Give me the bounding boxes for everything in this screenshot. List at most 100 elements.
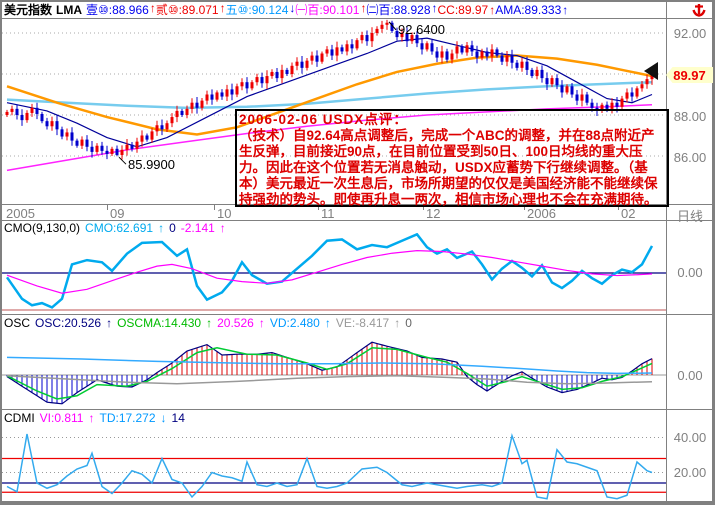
candle-body (585, 94, 589, 103)
ma-mode-label: LMA (56, 2, 83, 17)
candle-body (15, 108, 19, 115)
candle-body (200, 100, 204, 108)
cmo-line-CMO (5, 233, 654, 309)
time-axis-label-2005: 2005 (6, 206, 35, 221)
candle-body (420, 43, 424, 50)
cmo-header-part-2: ↑ (158, 221, 165, 235)
candle-body (455, 46, 459, 54)
candle-body (645, 79, 649, 85)
candle-body (590, 102, 594, 108)
candle-body (530, 69, 534, 77)
candle-body (330, 49, 334, 56)
candle-body (610, 102, 614, 109)
cmo-header: CMO(9,130,0) CMO:62.691 ↑ 0 -2.141 ↑ (4, 221, 226, 235)
candle-body (325, 49, 329, 54)
candle-body (470, 45, 474, 52)
candle-body (210, 94, 214, 100)
frame-top (0, 0, 715, 2)
ma-line-MA50 (6, 54, 653, 136)
candle-body (120, 149, 124, 155)
candle-body (130, 144, 134, 149)
high-price-label: 92.6400 (398, 22, 445, 37)
cmo-header-part-1: CMO:62.691 (85, 221, 154, 235)
osc-header-part-9: VE:-8.417 (335, 316, 390, 330)
candle-body (575, 94, 579, 101)
divider-header (2, 18, 713, 19)
osc-header-part-1: OSC:20.526 (35, 316, 102, 330)
candle-body (515, 62, 519, 68)
low-price-label: 85.9900 (128, 157, 175, 172)
cdmi-line-TD (6, 433, 653, 500)
frame-right (712, 0, 715, 505)
candle-body (70, 132, 74, 141)
ma-value-㈠百: ㈠百:90.101 ↑ (295, 1, 367, 17)
cmo-indicator-plot[interactable] (2, 233, 666, 314)
candle-body (140, 135, 144, 142)
candle-body (380, 24, 384, 29)
candle-body (415, 35, 419, 44)
candle-body (195, 102, 199, 108)
commentary-body: （技术）自92.64高点调整后，完成一个ABC的调整，并在88点附近产生反弹，目… (239, 128, 658, 207)
candle-body (30, 107, 34, 113)
candle-body (525, 61, 529, 70)
candle-body (630, 92, 634, 97)
analyst-commentary-box: 2006-02-06 USDX点评： （技术）自92.64高点调整后，完成一个A… (235, 109, 669, 207)
cmo-line-CMO-signal (6, 250, 653, 294)
osc-indicator-plot[interactable] (2, 331, 666, 409)
candle-body (190, 102, 194, 109)
cdmi-indicator-plot[interactable] (2, 427, 666, 501)
time-axis-tick (107, 205, 108, 210)
divider-mainchart-bottom (2, 204, 713, 205)
cmo-header-part-3: 0 (169, 221, 176, 235)
osc-header-part-8: ↑ (324, 316, 331, 330)
candle-body (640, 84, 644, 89)
candle-body (310, 55, 314, 61)
candle-body (345, 44, 349, 52)
osc-header-part-10: ↑ (394, 316, 401, 330)
current-price-tag: 89.97 (666, 67, 713, 83)
osc-line-OSCMA (6, 347, 653, 400)
candle-body (95, 145, 99, 152)
candle-body (550, 78, 554, 85)
candle-body (275, 71, 279, 79)
latest-bar-marker-icon (644, 62, 658, 80)
osc-header-part-3: OSCMA:14.430 (117, 316, 202, 330)
osc-header: OSC OSC:20.526 ↑ OSCMA:14.430 ↑ 20.526 ↑ VD:2.4… (4, 316, 412, 330)
candle-body (475, 51, 479, 58)
candle-body (620, 98, 624, 107)
candle-body (340, 47, 344, 52)
down-arrow-icon: ↓ (289, 1, 296, 15)
symbol-name: 美元指数 (4, 3, 53, 17)
ma-value-贰⑩: 贰⑩:89.071 ↑ (155, 1, 226, 17)
candle-body (505, 55, 509, 62)
time-axis-label-2006: 2006 (527, 206, 556, 221)
osc-envelope-line (6, 341, 653, 405)
candle-body (135, 141, 139, 149)
candle-body (125, 144, 129, 150)
candle-body (465, 45, 469, 53)
candle-body (440, 51, 444, 58)
ma-value-壹⑩: 壹⑩:88.966 ↑ (86, 1, 156, 17)
candle-body (185, 108, 189, 115)
candle-body (155, 125, 159, 132)
candle-body (265, 76, 269, 84)
period-selector-daily[interactable]: 日线 (676, 209, 703, 224)
candle-body (430, 43, 434, 52)
anchor-icon[interactable] (690, 2, 708, 18)
candle-body (180, 110, 184, 115)
main-candlestick-chart[interactable]: 92.6400 85.9900 (2, 19, 666, 204)
ma-value-㈡百: ㈡百:88.928 ↑ (366, 1, 438, 17)
time-axis-label-12: 12 (426, 206, 441, 221)
price-axis-label-88.00: 88.00 (673, 109, 707, 124)
candle-body (45, 121, 49, 127)
candle-body (10, 108, 14, 112)
time-axis-label-11: 11 (321, 206, 335, 221)
time-axis-label-10: 10 (217, 206, 232, 221)
cdmi-header-part-3: TD:17.272 (99, 411, 156, 425)
candle-body (570, 86, 574, 95)
candle-body (545, 78, 549, 85)
candle-body (370, 33, 374, 42)
time-axis-tick (423, 205, 424, 210)
candle-body (250, 82, 254, 89)
